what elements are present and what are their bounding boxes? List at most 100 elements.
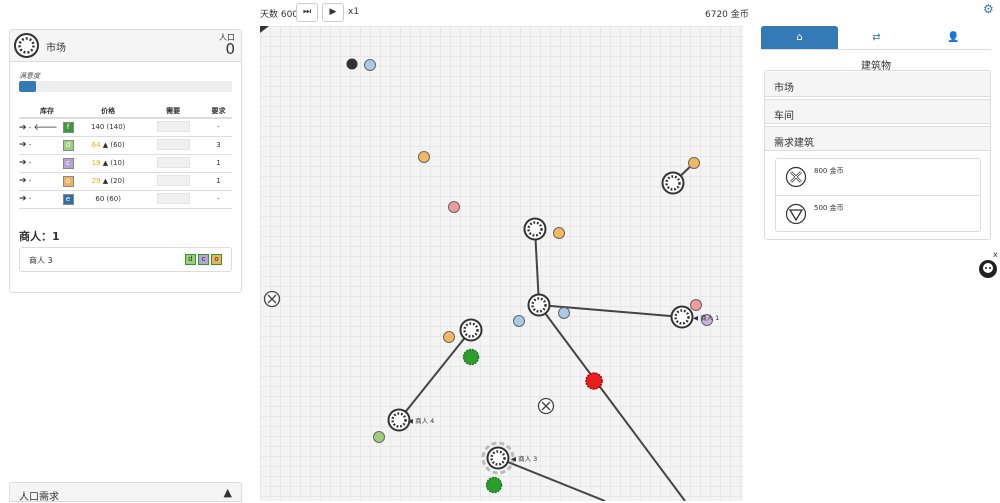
building-node[interactable] bbox=[553, 227, 565, 239]
game-map[interactable]: ◀ 商人 4 ◀ 商人 3 ◀ 商人 1 bbox=[260, 26, 743, 501]
need-input[interactable] bbox=[156, 138, 190, 150]
play-icon: ▶ bbox=[329, 7, 337, 17]
arrow-right-icon[interactable]: ➔ bbox=[19, 122, 27, 133]
chevron-up-icon[interactable]: ▲ bbox=[223, 486, 232, 499]
map-corner-marker bbox=[260, 26, 269, 33]
accordion-market[interactable]: 市场 bbox=[765, 72, 990, 97]
building-option[interactable]: 500 金币 bbox=[776, 195, 980, 231]
demand-building[interactable] bbox=[485, 476, 503, 494]
price-value: 140 (140) bbox=[90, 123, 126, 132]
trader-good-icon: c bbox=[198, 254, 209, 265]
need-input[interactable] bbox=[156, 156, 190, 168]
building-node[interactable] bbox=[690, 299, 702, 311]
building-node[interactable] bbox=[688, 157, 700, 169]
arrow-right-icon[interactable]: ➔ bbox=[19, 140, 27, 150]
market-node[interactable] bbox=[527, 293, 551, 317]
close-icon[interactable]: x bbox=[993, 250, 998, 259]
building-node[interactable] bbox=[346, 58, 358, 70]
building-node[interactable] bbox=[418, 151, 430, 163]
price-value: ▲ (20) bbox=[102, 177, 125, 185]
requirement-value: 1 bbox=[204, 154, 232, 173]
need-input[interactable] bbox=[156, 120, 190, 132]
gold-counter: 6720 金币 bbox=[705, 10, 749, 20]
price-value: ▲ (10) bbox=[102, 159, 125, 167]
play-button[interactable]: ▶ bbox=[322, 3, 344, 22]
market-node[interactable] bbox=[661, 171, 685, 195]
tab-home[interactable]: ⌂ bbox=[761, 26, 838, 49]
accordion-demand-buildings[interactable]: 需求建筑 bbox=[765, 126, 990, 151]
market-panel: 市场 人口 0 满意度 库存 价格 需要 要求 ➔ - 🡐 f 140 (140) - ➔ … bbox=[9, 29, 242, 293]
tab-user[interactable]: 👤 bbox=[915, 26, 992, 49]
goods-row: ➔ - d 64 ▲ (60) 3 bbox=[19, 136, 232, 155]
good-icon: c bbox=[62, 157, 74, 169]
step-button[interactable]: ⏭ bbox=[296, 3, 318, 22]
market-node[interactable] bbox=[670, 305, 694, 329]
home-icon: ⌂ bbox=[796, 32, 803, 43]
demand-building[interactable] bbox=[462, 348, 480, 366]
goods-header: 需要 bbox=[141, 104, 205, 119]
trader-label: ◀ 商人 3 bbox=[511, 454, 537, 463]
market-node[interactable] bbox=[486, 446, 510, 470]
stock-value: - bbox=[28, 159, 32, 167]
market-node[interactable] bbox=[523, 217, 547, 241]
map-canvas[interactable]: ◀ 商人 4 ◀ 商人 3 ◀ 商人 1 bbox=[260, 26, 743, 501]
market-icon bbox=[14, 33, 39, 58]
satisfaction-label: 满意度 bbox=[19, 72, 40, 80]
trader-good-icon: o bbox=[211, 254, 222, 265]
population-demand-label: 人口需求 bbox=[19, 492, 59, 503]
buildings-title: 建筑物 bbox=[861, 61, 891, 72]
requirement-value: 1 bbox=[204, 172, 232, 191]
building-option[interactable]: 800 金币 bbox=[776, 159, 980, 195]
roads bbox=[398, 162, 695, 501]
building-node[interactable] bbox=[364, 59, 376, 71]
building-node[interactable] bbox=[701, 314, 713, 326]
good-icon: f bbox=[62, 121, 74, 133]
population-demand-header[interactable]: 人口需求 ▲ bbox=[9, 482, 242, 503]
building-node[interactable] bbox=[443, 331, 455, 343]
selection-ring bbox=[481, 441, 515, 475]
need-input[interactable] bbox=[156, 192, 190, 204]
day-counter: 天数 600 bbox=[260, 10, 299, 20]
building-price: 500 金币 bbox=[814, 204, 844, 212]
building-node[interactable] bbox=[513, 315, 525, 327]
price-value: 60 (60) bbox=[95, 195, 121, 203]
arrow-right-icon[interactable]: ➔ bbox=[19, 194, 27, 204]
stock-value: - bbox=[28, 141, 32, 149]
building-node[interactable] bbox=[558, 307, 570, 319]
gear-icon[interactable]: ⚙ bbox=[983, 2, 994, 16]
need-input[interactable] bbox=[156, 174, 190, 186]
tab-trade[interactable]: ⇄ bbox=[838, 26, 915, 49]
good-icon: e bbox=[62, 193, 74, 205]
accordion-workshop[interactable]: 车间 bbox=[765, 99, 990, 124]
market-panel-header: 市场 人口 0 bbox=[10, 30, 241, 62]
building-price: 800 金币 bbox=[814, 167, 844, 175]
market-node[interactable] bbox=[459, 318, 483, 342]
arrow-right-icon[interactable]: ➔ bbox=[19, 158, 27, 168]
traders-title: 商人：1 bbox=[19, 230, 60, 243]
goods-header: 要求 bbox=[204, 104, 232, 119]
trader-good-icon: d bbox=[185, 254, 196, 265]
accordion-market-label: 市场 bbox=[774, 83, 794, 94]
arrow-right-icon[interactable]: ➔ bbox=[19, 176, 27, 186]
right-tabs: ⌂ ⇄ 👤 bbox=[761, 26, 991, 50]
requirement-value: - bbox=[204, 190, 232, 209]
cross-building[interactable] bbox=[263, 290, 281, 308]
github-icon[interactable] bbox=[978, 259, 998, 279]
population-value: 0 bbox=[225, 40, 235, 58]
cross-building[interactable] bbox=[537, 397, 555, 415]
trader-label: ◀ 商人 4 bbox=[408, 416, 434, 425]
trader-name: 商人 3 bbox=[29, 256, 53, 265]
speed-label[interactable]: x1 bbox=[348, 7, 360, 17]
triangle-circle-icon bbox=[785, 203, 807, 225]
arrow-left-icon[interactable]: 🡐 bbox=[33, 122, 58, 133]
demand-building[interactable] bbox=[585, 372, 603, 390]
price-value: ▲ (60) bbox=[102, 141, 125, 149]
requirement-value: - bbox=[204, 118, 232, 137]
stock-value: - bbox=[28, 195, 32, 203]
market-node[interactable] bbox=[387, 408, 411, 432]
building-node[interactable] bbox=[448, 201, 460, 213]
accordion-demand-label: 需求建筑 bbox=[774, 138, 814, 149]
stock-value: - bbox=[28, 123, 32, 132]
building-node[interactable] bbox=[373, 431, 385, 443]
